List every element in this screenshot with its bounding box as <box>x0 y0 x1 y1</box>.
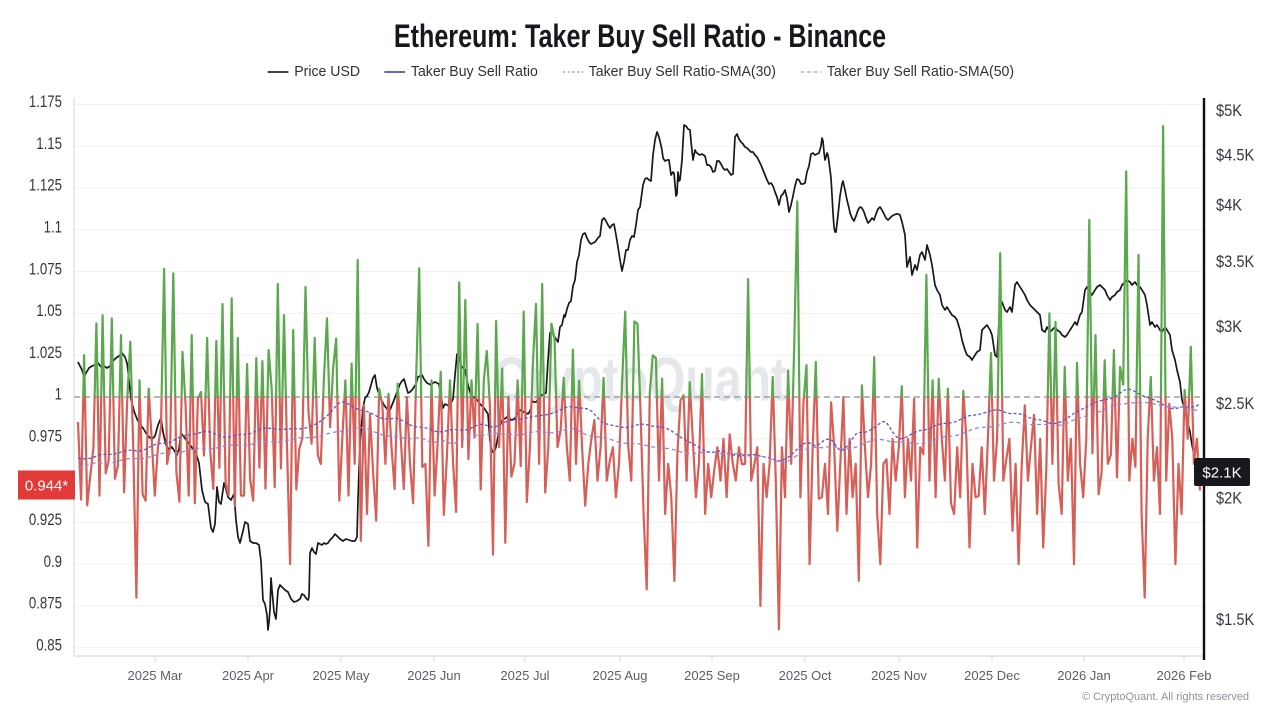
svg-text:$4.5K: $4.5K <box>1216 147 1255 165</box>
svg-text:0.9: 0.9 <box>44 552 62 571</box>
svg-text:2025 May: 2025 May <box>312 668 370 683</box>
svg-text:0.944*: 0.944* <box>25 478 69 495</box>
svg-text:2025 Aug: 2025 Aug <box>593 668 648 683</box>
svg-text:2026 Feb: 2026 Feb <box>1157 668 1212 683</box>
svg-text:2025 Jun: 2025 Jun <box>407 668 461 683</box>
svg-text:$2K: $2K <box>1216 490 1242 508</box>
svg-text:1.05: 1.05 <box>36 302 62 321</box>
svg-text:1.075: 1.075 <box>29 260 62 279</box>
svg-text:0.925: 0.925 <box>29 511 62 530</box>
svg-text:1.175: 1.175 <box>29 93 62 112</box>
svg-text:1.15: 1.15 <box>36 134 62 153</box>
svg-text:$2.5K: $2.5K <box>1216 395 1255 413</box>
svg-text:0.975: 0.975 <box>29 427 62 446</box>
svg-text:$4K: $4K <box>1216 197 1242 215</box>
svg-text:2025 Nov: 2025 Nov <box>871 668 927 683</box>
svg-text:2025 Dec: 2025 Dec <box>964 668 1020 683</box>
svg-text:1.125: 1.125 <box>29 176 62 195</box>
svg-text:2026 Jan: 2026 Jan <box>1057 668 1111 683</box>
svg-text:2025 Jul: 2025 Jul <box>500 668 549 683</box>
svg-text:1: 1 <box>55 385 62 404</box>
svg-text:$1.5K: $1.5K <box>1216 611 1255 629</box>
svg-text:$3K: $3K <box>1216 318 1242 336</box>
svg-text:$5K: $5K <box>1216 102 1242 120</box>
svg-text:0.875: 0.875 <box>29 594 62 613</box>
svg-text:2025 Sep: 2025 Sep <box>684 668 740 683</box>
svg-text:1.1: 1.1 <box>44 218 62 237</box>
svg-text:$3.5K: $3.5K <box>1216 253 1255 271</box>
svg-text:1.025: 1.025 <box>29 343 62 362</box>
svg-text:2025 Mar: 2025 Mar <box>128 668 184 683</box>
svg-text:2025 Apr: 2025 Apr <box>222 668 275 683</box>
svg-text:$2.1K: $2.1K <box>1202 465 1241 482</box>
svg-text:0.85: 0.85 <box>36 636 62 655</box>
svg-text:2025 Oct: 2025 Oct <box>779 668 832 683</box>
